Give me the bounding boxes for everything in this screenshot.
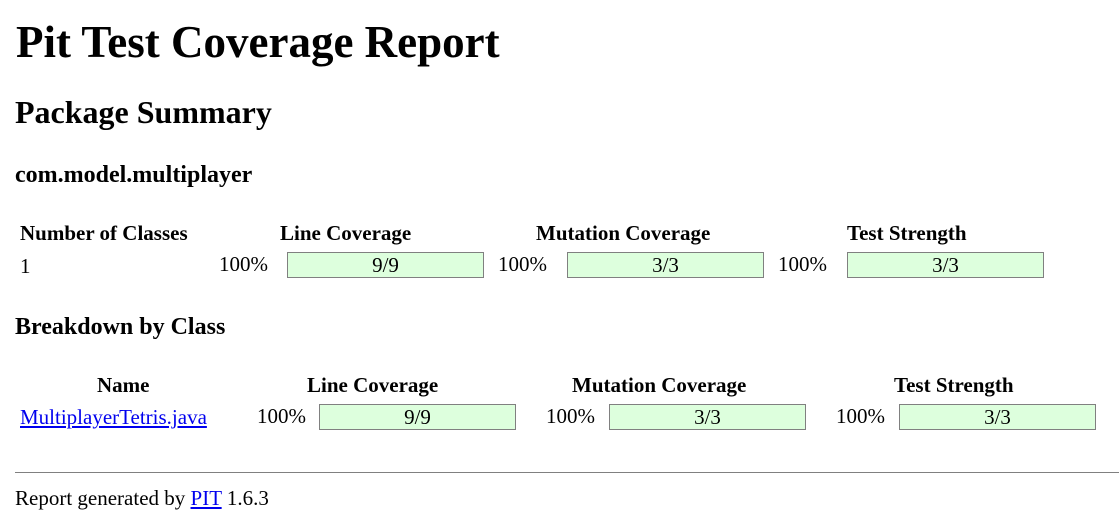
header-name: Name bbox=[97, 373, 150, 397]
test-strength-ratio: 3/3 bbox=[984, 405, 1011, 429]
pit-link[interactable]: PIT bbox=[190, 486, 222, 510]
line-coverage-bar: 9/9 bbox=[287, 252, 484, 278]
header-mutation-coverage: Mutation Coverage bbox=[572, 373, 747, 397]
mutation-coverage-fill bbox=[610, 405, 805, 429]
line-coverage-percent: 100% bbox=[219, 252, 268, 276]
header-test-strength: Test Strength bbox=[847, 221, 967, 245]
footer: Report generated by PIT 1.6.3 bbox=[15, 488, 269, 509]
mutation-coverage-ratio: 3/3 bbox=[694, 405, 721, 429]
header-line-coverage: Line Coverage bbox=[280, 221, 412, 245]
test-strength-percent: 100% bbox=[836, 404, 885, 428]
mutation-coverage-bar: 3/3 bbox=[609, 404, 806, 430]
line-coverage-ratio: 9/9 bbox=[372, 253, 399, 277]
line-coverage-fill bbox=[320, 405, 515, 429]
header-test-strength: Test Strength bbox=[894, 373, 1014, 397]
breakdown-title: Breakdown by Class bbox=[15, 314, 226, 340]
test-strength-fill bbox=[900, 405, 1095, 429]
section-title: Package Summary bbox=[15, 94, 272, 130]
test-strength-fill bbox=[848, 253, 1043, 277]
line-coverage-ratio: 9/9 bbox=[404, 405, 431, 429]
mutation-coverage-percent: 100% bbox=[498, 252, 547, 276]
test-strength-ratio: 3/3 bbox=[932, 253, 959, 277]
test-strength-bar: 3/3 bbox=[847, 252, 1044, 278]
header-mutation-coverage: Mutation Coverage bbox=[536, 221, 711, 245]
mutation-coverage-ratio: 3/3 bbox=[652, 253, 679, 277]
mutation-coverage-bar: 3/3 bbox=[567, 252, 764, 278]
footer-version: 1.6.3 bbox=[226, 486, 269, 510]
package-name: com.model.multiplayer bbox=[15, 162, 253, 188]
mutation-coverage-percent: 100% bbox=[546, 404, 595, 428]
test-strength-bar: 3/3 bbox=[899, 404, 1096, 430]
footer-prefix: Report generated by bbox=[15, 486, 186, 510]
line-coverage-bar: 9/9 bbox=[319, 404, 516, 430]
class-link[interactable]: MultiplayerTetris.java bbox=[20, 405, 207, 429]
line-coverage-percent: 100% bbox=[257, 404, 306, 428]
class-count: 1 bbox=[20, 254, 31, 278]
mutation-coverage-fill bbox=[568, 253, 763, 277]
header-number-of-classes: Number of Classes bbox=[20, 221, 188, 245]
header-line-coverage: Line Coverage bbox=[307, 373, 439, 397]
test-strength-percent: 100% bbox=[778, 252, 827, 276]
line-coverage-fill bbox=[288, 253, 483, 277]
page-title: Pit Test Coverage Report bbox=[16, 17, 500, 67]
footer-divider bbox=[15, 472, 1119, 473]
